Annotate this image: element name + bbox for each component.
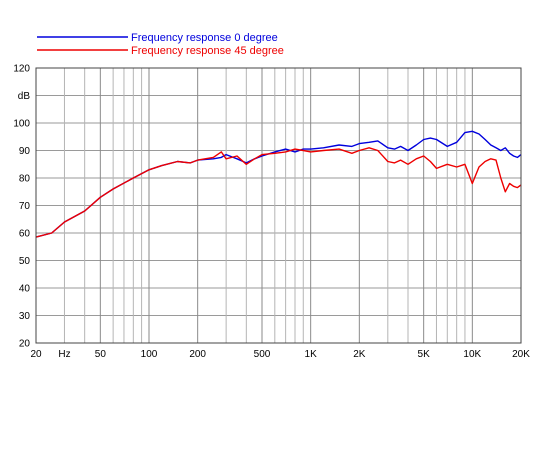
y-tick-label: 20: [19, 339, 31, 350]
x-tick-label: 500: [254, 349, 271, 360]
x-tick-label: 5K: [418, 349, 431, 360]
series-line-0: [35, 130, 522, 238]
series-layer: [35, 130, 522, 238]
legend-label-0: Frequency response 0 degree: [131, 32, 278, 44]
y-tick-label: 60: [19, 229, 31, 240]
series-line-1: [35, 147, 522, 238]
x-tick-label: 50: [95, 349, 107, 360]
x-tick-label: Hz: [58, 349, 70, 360]
x-tick-label: 20: [30, 349, 42, 360]
x-axis-tick-labels: 20 Hz 50 100 200 500 1K 2K 5K 10K 20K: [30, 349, 530, 360]
x-tick-label: 200: [189, 349, 206, 360]
y-tick-label: 50: [19, 256, 31, 267]
x-tick-label: 2K: [353, 349, 366, 360]
y-tick-label: dB: [18, 91, 31, 102]
x-tick-label: 10K: [463, 349, 481, 360]
legend-label-1: Frequency response 45 degree: [131, 45, 284, 57]
x-tick-label: 20K: [512, 349, 530, 360]
y-tick-label: 90: [19, 146, 31, 157]
y-tick-label: 120: [13, 64, 30, 75]
y-axis-tick-labels: 120 dB 100 90 80 70 60 50 40 30 20: [13, 64, 30, 350]
x-tick-label: 100: [141, 349, 158, 360]
plot-frame: [35, 67, 522, 344]
y-tick-label: 70: [19, 201, 31, 212]
y-tick-label: 80: [19, 174, 31, 185]
grid: [36, 68, 521, 343]
y-tick-label: 100: [13, 119, 30, 130]
y-tick-label: 40: [19, 284, 31, 295]
x-tick-label: 1K: [305, 349, 318, 360]
y-tick-label: 30: [19, 311, 31, 322]
